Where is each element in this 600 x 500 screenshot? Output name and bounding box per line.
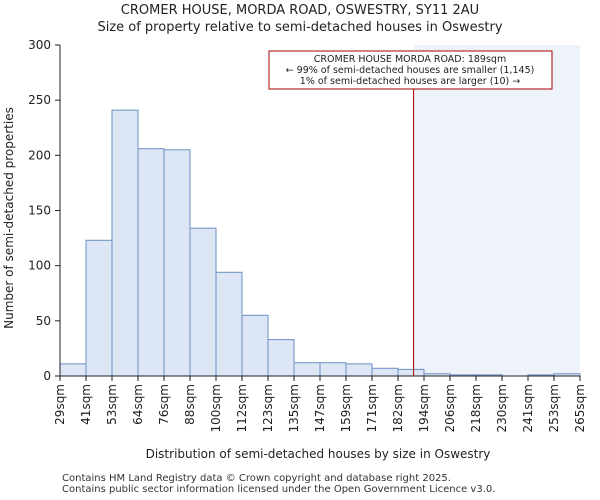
x-tick-label-230sqm: 230sqm: [495, 384, 509, 432]
bar-123sqm: [267, 339, 295, 377]
annotation-line-2: ← 99% of semi-detached houses are smalle…: [286, 65, 535, 76]
y-tick-label-150: 150: [28, 204, 51, 218]
bar-159sqm: [345, 363, 373, 377]
annotation-box: [268, 50, 553, 90]
x-tick-label-53sqm: 53sqm: [105, 384, 119, 425]
x-tick-label-100sqm: 100sqm: [209, 384, 223, 432]
x-tick-label-171sqm: 171sqm: [365, 384, 379, 432]
bar-135sqm: [293, 362, 321, 377]
bar-chart: 0 50 100 150 200 250 300 29sqm 41sqm 53sqm 64sqm 76…: [2, 38, 587, 461]
bar-112sqm: [241, 314, 269, 377]
x-tick-label-182sqm: 182sqm: [391, 384, 405, 432]
x-tick-label-112sqm: 112sqm: [235, 384, 249, 432]
x-tick-label-29sqm: 29sqm: [53, 384, 67, 425]
bar-147sqm: [319, 362, 347, 377]
x-tick-label-265sqm: 265sqm: [573, 384, 587, 432]
footer-copyright: Contains HM Land Registry data © Crown c…: [62, 473, 451, 484]
x-tick-label-159sqm: 159sqm: [339, 384, 353, 432]
y-tick-label-100: 100: [28, 259, 51, 273]
x-tick-label-88sqm: 88sqm: [183, 384, 197, 425]
larger-region-shading: [413, 45, 580, 376]
y-tick-label-0: 0: [43, 369, 51, 383]
bar-76sqm: [163, 149, 191, 377]
x-tick-label-253sqm: 253sqm: [547, 384, 561, 432]
x-tick-label-64sqm: 64sqm: [131, 384, 145, 425]
y-tick-label-200: 200: [28, 148, 51, 162]
annotation-line-1: CROMER HOUSE MORDA ROAD: 189sqm: [314, 54, 506, 65]
x-tick-label-241sqm: 241sqm: [521, 384, 535, 432]
bar-29sqm: [59, 363, 87, 377]
bar-182sqm: [397, 368, 425, 377]
x-tick-label-123sqm: 123sqm: [261, 384, 275, 432]
x-tick-label-147sqm: 147sqm: [313, 384, 327, 432]
x-tick-label-41sqm: 41sqm: [79, 384, 93, 425]
bar-100sqm: [215, 271, 243, 377]
chart-subtitle: Size of property relative to semi-detach…: [97, 20, 503, 35]
footer-licence: Contains public sector information licen…: [62, 484, 496, 495]
y-tick-label-250: 250: [28, 93, 51, 107]
bar-88sqm: [189, 227, 217, 377]
x-tick-label-135sqm: 135sqm: [287, 384, 301, 432]
x-tick-label-194sqm: 194sqm: [417, 384, 431, 432]
bar-64sqm: [137, 148, 165, 377]
x-tick-label-206sqm: 206sqm: [443, 384, 457, 432]
annotation-line-3: 1% of semi-detached houses are larger (1…: [300, 76, 520, 87]
x-axis-label: Distribution of semi-detached houses by …: [146, 447, 491, 461]
chart-title: CROMER HOUSE, MORDA ROAD, OSWESTRY, SY11…: [120, 3, 480, 18]
bar-41sqm: [85, 239, 113, 377]
x-tick-label-76sqm: 76sqm: [157, 384, 171, 425]
y-axis-label: Number of semi-detached properties: [2, 107, 16, 329]
x-tick-label-218sqm: 218sqm: [469, 384, 483, 432]
y-tick-label-300: 300: [28, 38, 51, 52]
bar-53sqm: [111, 109, 139, 377]
y-tick-label-50: 50: [36, 314, 51, 328]
bar-171sqm: [371, 367, 399, 377]
